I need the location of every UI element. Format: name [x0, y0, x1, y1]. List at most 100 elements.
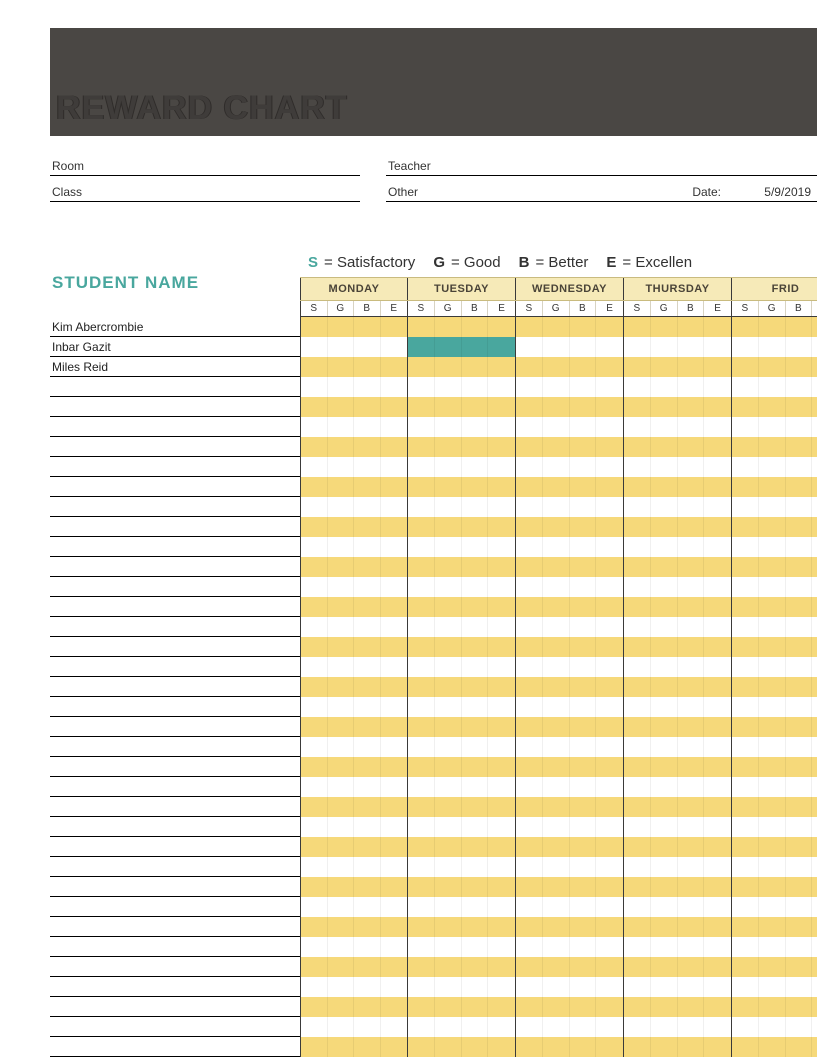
grid-cell[interactable] [408, 637, 435, 657]
grid-cell[interactable] [354, 877, 381, 897]
grid-cell[interactable] [704, 557, 731, 577]
grid-cell[interactable] [570, 417, 597, 437]
grid-cell[interactable] [543, 417, 570, 437]
student-row[interactable] [50, 877, 300, 897]
grid-cell[interactable] [624, 697, 651, 717]
grid-cell[interactable] [435, 657, 462, 677]
grid-cell[interactable] [381, 997, 407, 1017]
grid-cell[interactable] [301, 637, 328, 657]
grid-cell[interactable] [354, 537, 381, 557]
grid-cell[interactable] [759, 937, 786, 957]
student-row[interactable] [50, 777, 300, 797]
grid-cell[interactable] [462, 717, 489, 737]
grid-cell[interactable] [759, 497, 786, 517]
grid-cell[interactable] [624, 417, 651, 437]
grid-cell[interactable] [678, 377, 705, 397]
grid-cell[interactable] [354, 1037, 381, 1057]
grid-cell[interactable] [678, 617, 705, 637]
grid-cell[interactable] [435, 337, 462, 357]
grid-cell[interactable] [488, 577, 515, 597]
grid-cell[interactable] [812, 797, 817, 817]
grid-cell[interactable] [408, 457, 435, 477]
grid-cell[interactable] [488, 917, 515, 937]
grid-cell[interactable] [624, 917, 651, 937]
grid-cell[interactable] [301, 577, 328, 597]
grid-cell[interactable] [354, 517, 381, 537]
grid-cell[interactable] [354, 417, 381, 437]
grid-cell[interactable] [624, 957, 651, 977]
grid-cell[interactable] [812, 537, 817, 557]
grid-cell[interactable] [328, 957, 355, 977]
grid-cell[interactable] [488, 437, 515, 457]
grid-cell[interactable] [596, 397, 623, 417]
grid-cell[interactable] [596, 857, 623, 877]
grid-cell[interactable] [596, 657, 623, 677]
grid-cell[interactable] [651, 877, 678, 897]
grid-cell[interactable] [624, 357, 651, 377]
grid-cell[interactable] [408, 377, 435, 397]
student-row[interactable] [50, 937, 300, 957]
grid-cell[interactable] [408, 477, 435, 497]
grid-cell[interactable] [435, 937, 462, 957]
grid-cell[interactable] [543, 1017, 570, 1037]
grid-cell[interactable] [678, 337, 705, 357]
grid-cell[interactable] [488, 677, 515, 697]
student-row[interactable] [50, 817, 300, 837]
student-row[interactable] [50, 577, 300, 597]
grid-cell[interactable] [732, 337, 759, 357]
grid-cell[interactable] [812, 577, 817, 597]
grid-cell[interactable] [570, 957, 597, 977]
grid-cell[interactable] [381, 817, 407, 837]
grid-cell[interactable] [704, 737, 731, 757]
grid-cell[interactable] [435, 477, 462, 497]
grid-cell[interactable] [488, 997, 515, 1017]
grid-cell[interactable] [624, 837, 651, 857]
grid-cell[interactable] [732, 797, 759, 817]
grid-cell[interactable] [596, 957, 623, 977]
grid-cell[interactable] [812, 777, 817, 797]
grid-cell[interactable] [516, 697, 543, 717]
grid-cell[interactable] [678, 897, 705, 917]
grid-cell[interactable] [812, 497, 817, 517]
grid-cell[interactable] [301, 857, 328, 877]
grid-cell[interactable] [301, 997, 328, 1017]
grid-cell[interactable] [516, 877, 543, 897]
grid-cell[interactable] [732, 897, 759, 917]
grid-cell[interactable] [624, 517, 651, 537]
grid-cell[interactable] [651, 837, 678, 857]
grid-cell[interactable] [543, 957, 570, 977]
grid-cell[interactable] [678, 657, 705, 677]
grid-cell[interactable] [408, 877, 435, 897]
grid-cell[interactable] [488, 617, 515, 637]
grid-cell[interactable] [651, 537, 678, 557]
grid-cell[interactable] [381, 1017, 407, 1037]
grid-cell[interactable] [354, 657, 381, 677]
grid-cell[interactable] [435, 797, 462, 817]
grid-cell[interactable] [786, 957, 813, 977]
grid-cell[interactable] [678, 577, 705, 597]
grid-cell[interactable] [596, 917, 623, 937]
grid-cell[interactable] [704, 457, 731, 477]
grid-cell[interactable] [328, 637, 355, 657]
grid-cell[interactable] [543, 637, 570, 657]
grid-cell[interactable] [488, 857, 515, 877]
grid-cell[interactable] [624, 937, 651, 957]
grid-cell[interactable] [596, 377, 623, 397]
grid-cell[interactable] [328, 717, 355, 737]
grid-cell[interactable] [543, 437, 570, 457]
grid-cell[interactable] [301, 337, 328, 357]
grid-cell[interactable] [732, 457, 759, 477]
grid-cell[interactable] [462, 617, 489, 637]
grid-cell[interactable] [704, 417, 731, 437]
grid-cell[interactable] [651, 677, 678, 697]
grid-cell[interactable] [328, 457, 355, 477]
grid-cell[interactable] [435, 817, 462, 837]
student-row[interactable] [50, 717, 300, 737]
student-row[interactable] [50, 997, 300, 1017]
grid-cell[interactable] [328, 557, 355, 577]
grid-cell[interactable] [678, 677, 705, 697]
grid-cell[interactable] [301, 537, 328, 557]
grid-cell[interactable] [704, 777, 731, 797]
grid-cell[interactable] [759, 717, 786, 737]
grid-cell[interactable] [812, 337, 817, 357]
